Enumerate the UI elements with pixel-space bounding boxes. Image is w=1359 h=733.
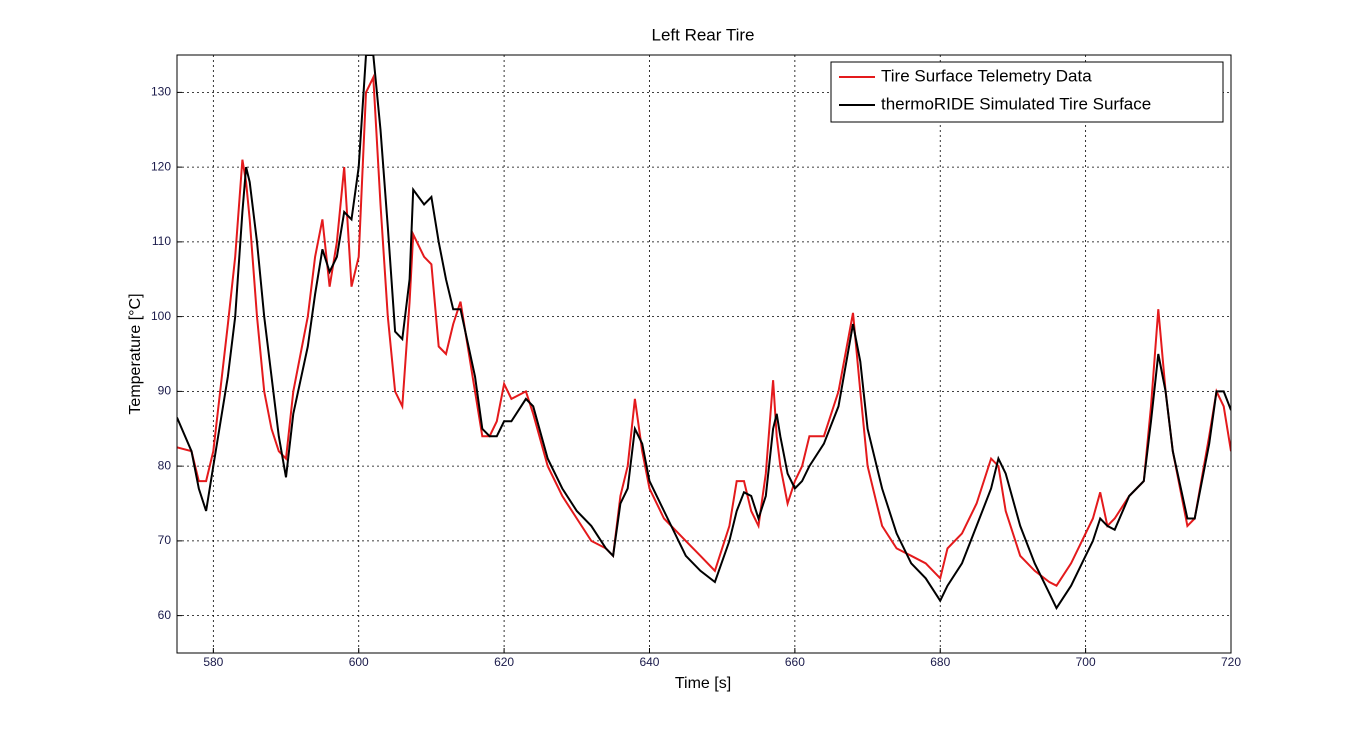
- plot-frame: [176, 54, 1232, 654]
- series-line: [177, 73, 1231, 588]
- y-tick-label: 100: [151, 309, 171, 323]
- x-tick-label: 720: [1221, 655, 1241, 669]
- x-axis-label: Time [s]: [675, 675, 731, 692]
- x-tick-label: 600: [349, 655, 369, 669]
- x-tick-label: 620: [494, 655, 514, 669]
- y-tick-label: 90: [158, 384, 172, 398]
- x-tick-label: 580: [203, 655, 223, 669]
- y-tick-label: 70: [158, 533, 172, 547]
- x-tick-label: 680: [930, 655, 950, 669]
- x-tick-label: 660: [785, 655, 805, 669]
- y-tick-label: 80: [158, 458, 172, 472]
- grid: [177, 55, 1232, 653]
- legend-label: Tire Surface Telemetry Data: [881, 66, 1092, 85]
- y-tick-label: 120: [151, 159, 171, 173]
- plot-area: [177, 55, 1231, 653]
- x-tick-label: 640: [639, 655, 659, 669]
- series-line: [177, 55, 1231, 611]
- legend-label: thermoRIDE Simulated Tire Surface: [881, 94, 1151, 113]
- y-axis-label: Temperature [°C]: [127, 293, 144, 414]
- y-tick-label: 60: [158, 608, 172, 622]
- chart-title: Left Rear Tire: [652, 25, 755, 44]
- legend-box: [830, 61, 1224, 123]
- legend: Tire Surface Telemetry Data thermoRIDE Si…: [830, 61, 1224, 123]
- y-tick-label: 110: [152, 234, 171, 248]
- x-tick-label: 700: [1076, 655, 1096, 669]
- y-tick-label: 130: [151, 85, 171, 99]
- lines: [177, 55, 1231, 611]
